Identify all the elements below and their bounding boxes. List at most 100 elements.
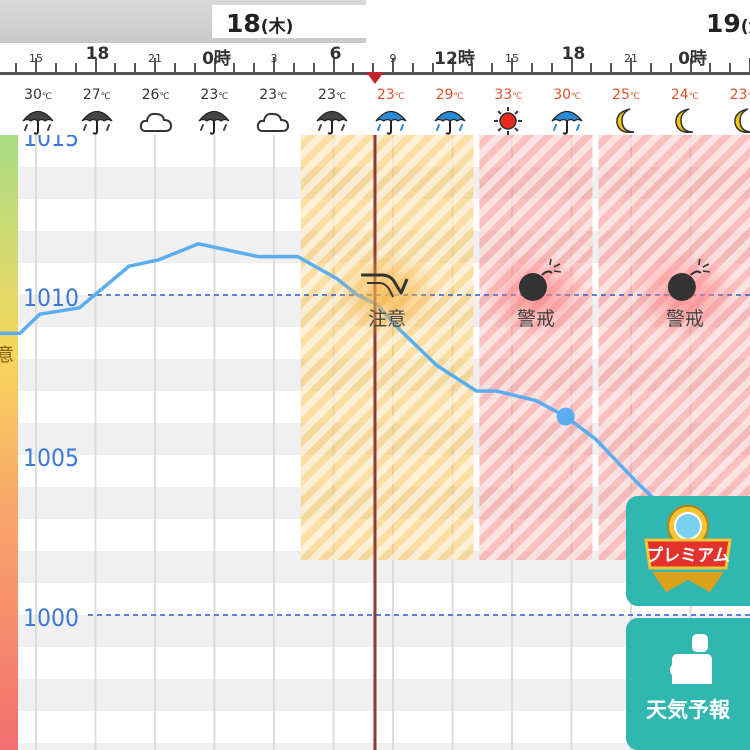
hour-tick: [173, 63, 176, 72]
current-time-marker: [366, 72, 384, 84]
day-tab-current[interactable]: 18(木): [0, 0, 372, 43]
hour-tick-label: 9: [389, 52, 397, 65]
pressure-axis-label: 1015: [23, 135, 79, 152]
hour-tick: [15, 63, 18, 72]
hour-tick: [114, 63, 117, 72]
rain-umbrella-icon: [549, 106, 585, 136]
date-box-current: 18(木): [212, 5, 372, 38]
hour-tick: [54, 63, 57, 72]
hour-tick-label: 6: [329, 44, 342, 64]
hour-tick-label: 21: [624, 52, 638, 65]
premium-badge-icon: [644, 505, 732, 592]
hour-tick: [709, 63, 712, 72]
pressure-level-edge-bar: [0, 135, 18, 750]
hour-tick-label: 3: [270, 52, 278, 65]
hour-tick-label: 0時: [678, 49, 707, 69]
hour-tick: [491, 63, 494, 72]
cloud-icon: [255, 106, 291, 136]
hour-tick: [352, 63, 355, 72]
hour-tick: [193, 63, 196, 72]
hour-tick: [431, 63, 434, 72]
hour-tick: [689, 58, 692, 72]
weather-forecast-label: 天気予報: [646, 698, 730, 722]
hour-tick: [530, 63, 533, 72]
hour-tick: [273, 58, 275, 72]
premium-button[interactable]: プレミアム: [626, 496, 750, 606]
moon-icon: [667, 106, 703, 136]
current-pressure-point[interactable]: [556, 407, 575, 426]
premium-label: プレミアム: [646, 546, 730, 566]
bomb-icon: [667, 258, 710, 301]
day-label-current: 18(木): [226, 9, 294, 38]
hour-temperature: 24℃: [670, 87, 699, 103]
hour-tick: [292, 63, 295, 72]
rain-umbrella-icon: [314, 106, 350, 136]
bomb-icon: [518, 258, 562, 301]
rain-umbrella-icon: [373, 106, 409, 136]
alert-label: 警戒: [517, 308, 555, 330]
cloud-icon: [138, 106, 174, 136]
alert-band-warning[interactable]: [598, 135, 750, 560]
hour-tick-label: 21: [148, 52, 162, 65]
hour-temperature: 23℃: [318, 87, 346, 103]
day-header: 18(木) 19(金: [0, 0, 750, 44]
hour-temperature: 26℃: [141, 87, 170, 103]
hour-temperature: 23℃: [376, 87, 405, 103]
pressure-axis-label: 1005: [23, 444, 79, 472]
hour-tick: [451, 58, 454, 72]
hour-temperature: 23℃: [259, 87, 288, 103]
rain-umbrella-icon: [196, 106, 232, 136]
hour-temperature: 33℃: [494, 87, 523, 103]
edge-alert-label: 意: [0, 345, 14, 366]
hour-tick: [511, 58, 513, 72]
hour-tick: [729, 63, 732, 72]
hour-temperature: 30℃: [553, 87, 582, 103]
hour-tick: [253, 63, 256, 72]
pressure-line: [0, 242, 750, 583]
weather-forecast-button[interactable]: 天気予報: [626, 618, 750, 750]
day-tab-next[interactable]: 19(金: [384, 0, 750, 44]
hour-temperature: 23℃: [200, 87, 229, 103]
hour-temperature: 27℃: [82, 87, 111, 103]
sun-icon: [490, 106, 526, 136]
day-label-next: 19(金: [706, 9, 750, 38]
hour-tick: [372, 63, 375, 72]
hour-tick: [213, 58, 216, 72]
moon-icon: [608, 106, 644, 136]
hour-tick: [570, 58, 573, 72]
rain-umbrella-icon: [20, 106, 56, 136]
alert-band-warning[interactable]: [479, 135, 593, 560]
alert-label: 警戒: [666, 308, 704, 330]
alert-band-caution[interactable]: [300, 135, 474, 560]
pressure-axis-labels: 1015 1010 1005 1000: [23, 135, 79, 632]
hour-tick: [471, 63, 474, 72]
hour-tick: [35, 58, 37, 72]
hour-tick: [233, 63, 236, 72]
hour-tick-label: 0時: [202, 49, 231, 69]
pressure-drop-icon: [361, 273, 409, 298]
person-icon: [670, 634, 712, 684]
hour-tick: [94, 58, 97, 72]
hour-temperature: 25℃: [612, 87, 640, 103]
rain-umbrella-icon: [432, 106, 468, 136]
hour-tick: [312, 63, 315, 72]
hour-tick: [134, 63, 137, 72]
hour-tick: [411, 63, 414, 72]
hour-tick: [590, 63, 593, 72]
hour-tick-label: 18: [561, 44, 586, 64]
hour-tick: [610, 63, 613, 72]
moon-icon: [726, 106, 750, 136]
hourly-weather-row: 30℃ 27℃ 26℃ 23℃ 23℃ 23℃ 23℃ 29℃ 33℃ 30℃ 25℃ 24℃ 23℃: [0, 87, 750, 135]
hour-tick: [630, 58, 632, 72]
hour-tick-label: 15: [505, 52, 519, 65]
hour-temperature: 23℃: [729, 87, 750, 103]
alert-bands: [300, 135, 750, 560]
hour-tick: [669, 63, 672, 72]
hour-tick: [392, 58, 394, 72]
hour-tick-label: 12時: [434, 49, 475, 69]
alert-labels: 注意警戒警戒上昇注意: [335, 251, 737, 339]
hour-tick: [649, 63, 652, 72]
hour-ruler[interactable]: 15 18 21 0時 3 6 9 12時 15 18 21 0時: [0, 43, 750, 75]
hour-tick: [332, 58, 335, 72]
